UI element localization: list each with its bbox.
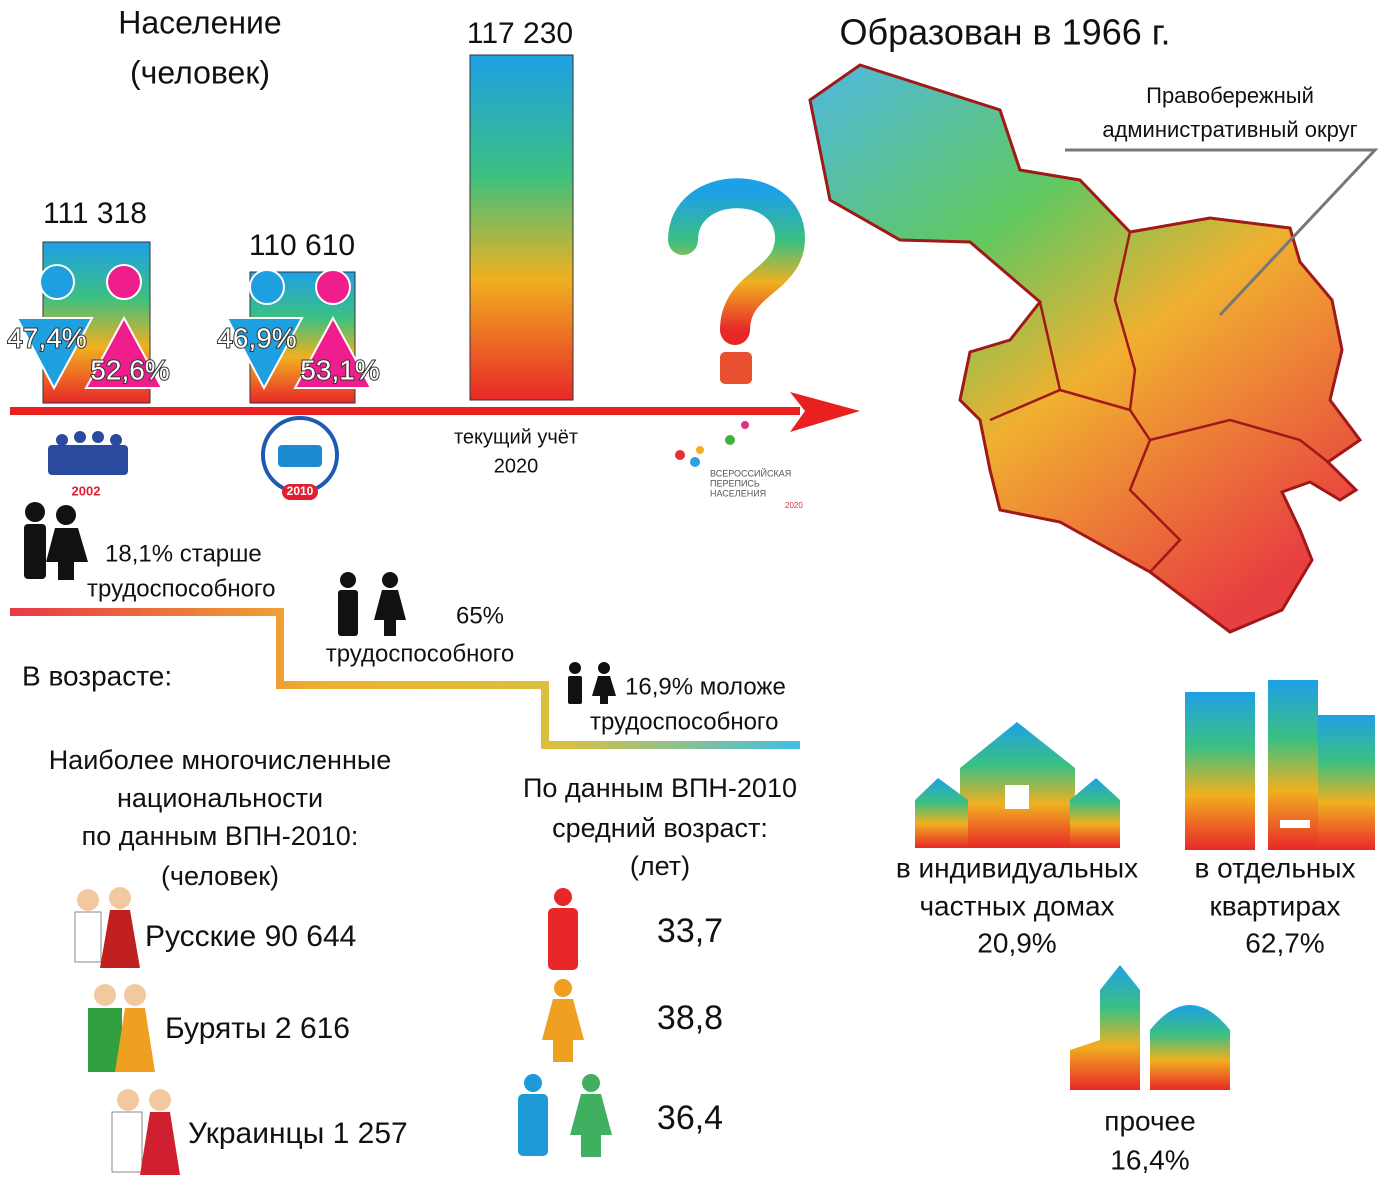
value: 110 610 (249, 229, 355, 262)
female-icon (106, 264, 142, 300)
person-icon (548, 888, 578, 970)
nationality: Украинцы 1 257 (188, 1117, 408, 1150)
label: 2020 (494, 455, 539, 477)
female-icon (84, 315, 164, 389)
map-region (808, 63, 1363, 634)
value: 111 318 (43, 197, 147, 230)
logo-2010: 2010 (261, 416, 339, 500)
question-icon (668, 178, 806, 345)
building-icon (1185, 680, 1375, 850)
district-border (989, 231, 1329, 573)
housing-value: 62,7% (1245, 927, 1324, 958)
age-group: 16,9% моложе (625, 673, 786, 700)
title: по данным ВПН-2010: (82, 821, 359, 851)
median-age-value: 33,7 (657, 912, 723, 950)
nationality: Буряты 2 616 (165, 1012, 350, 1045)
other-icon (1070, 965, 1230, 1090)
housing-value: 20,9% (977, 927, 1056, 958)
title: (человек) (161, 861, 279, 891)
housing-label: в индивидуальных (896, 852, 1138, 883)
district-label: административный округ (1102, 117, 1357, 142)
nationalities: Наиболее многочисленные национальности п… (49, 745, 408, 1175)
age-group: трудоспособного (326, 640, 515, 667)
adult-icon (338, 572, 406, 636)
logo-2002: 2002 (48, 431, 128, 498)
logo-text: 2020 (785, 501, 803, 510)
district-label: Правобережный (1146, 83, 1314, 108)
title: национальности (117, 783, 323, 813)
housing-label: прочее (1104, 1105, 1195, 1136)
elder-icon (24, 502, 88, 580)
housing-label: квартирах (1210, 890, 1341, 921)
male-icon (225, 317, 304, 391)
age-steps (10, 608, 800, 749)
male-share: 47,4% (7, 322, 86, 353)
logo-year: 2010 (287, 484, 314, 498)
title: Наиболее многочисленные (49, 745, 392, 775)
female-icon (315, 269, 351, 305)
housing-label: частных домах (919, 890, 1114, 921)
value: 117 230 (467, 17, 573, 50)
title: средний возраст: (552, 813, 768, 843)
title: (лет) (630, 851, 690, 881)
housing: в индивидуальных частных домах 20,9% в о… (896, 680, 1375, 1175)
age-group: трудоспособного (87, 575, 276, 602)
costume-icon (88, 984, 155, 1072)
title: (человек) (130, 54, 270, 90)
title: Население (118, 4, 281, 40)
housing-value: 16,4% (1110, 1144, 1189, 1175)
female-icon (293, 315, 373, 389)
logo-text: ВСЕРОССИЙСКАЯ (710, 467, 791, 478)
median-age: По данным ВПН-2010 средний возраст: (лет… (518, 773, 797, 1157)
logo-2020: ВСЕРОССИЙСКАЯ ПЕРЕПИСЬ НАСЕЛЕНИЯ 2020 (675, 421, 803, 510)
person-icon (518, 1074, 612, 1157)
population: Население (человек) 111 318 47,4% 52,6% … (6, 4, 860, 510)
label: текущий учёт (454, 426, 578, 448)
pointer (1065, 148, 1379, 317)
age-group: трудоспособного (590, 708, 779, 735)
bar (469, 54, 574, 401)
title: По данным ВПН-2010 (523, 773, 797, 803)
window (1280, 820, 1310, 828)
female-share: 52,6% (90, 354, 169, 385)
person-icon (542, 979, 584, 1062)
male-icon (15, 317, 94, 391)
question-icon (720, 352, 752, 384)
male-icon (39, 264, 75, 300)
age-group: 18,1% старше (105, 540, 262, 567)
median-age-value: 36,4 (657, 1099, 723, 1137)
map: Образован в 1966 г. Правобережный админи… (808, 12, 1379, 634)
age-group: 65% (456, 602, 504, 629)
logo-year: 2002 (72, 483, 101, 498)
male-share: 46,9% (217, 322, 296, 353)
child-icon (568, 662, 616, 704)
window (1005, 785, 1029, 809)
costume-icon (74, 887, 140, 968)
map-title: Образован в 1966 г. (840, 12, 1171, 53)
logo-text: НАСЕЛЕНИЯ (710, 488, 766, 498)
timeline-arrow (790, 392, 860, 432)
male-icon (249, 269, 285, 305)
housing-label: в отдельных (1195, 852, 1356, 883)
costume-icon (111, 1089, 180, 1175)
age: 18,1% старше трудоспособного 65% трудосп… (10, 502, 800, 749)
logo-text: ПЕРЕПИСЬ (710, 478, 760, 488)
female-share: 53,1% (300, 354, 379, 385)
median-age-value: 38,8 (657, 999, 723, 1037)
age-label: В возрасте: (22, 660, 172, 691)
nationality: Русские 90 644 (145, 920, 356, 953)
